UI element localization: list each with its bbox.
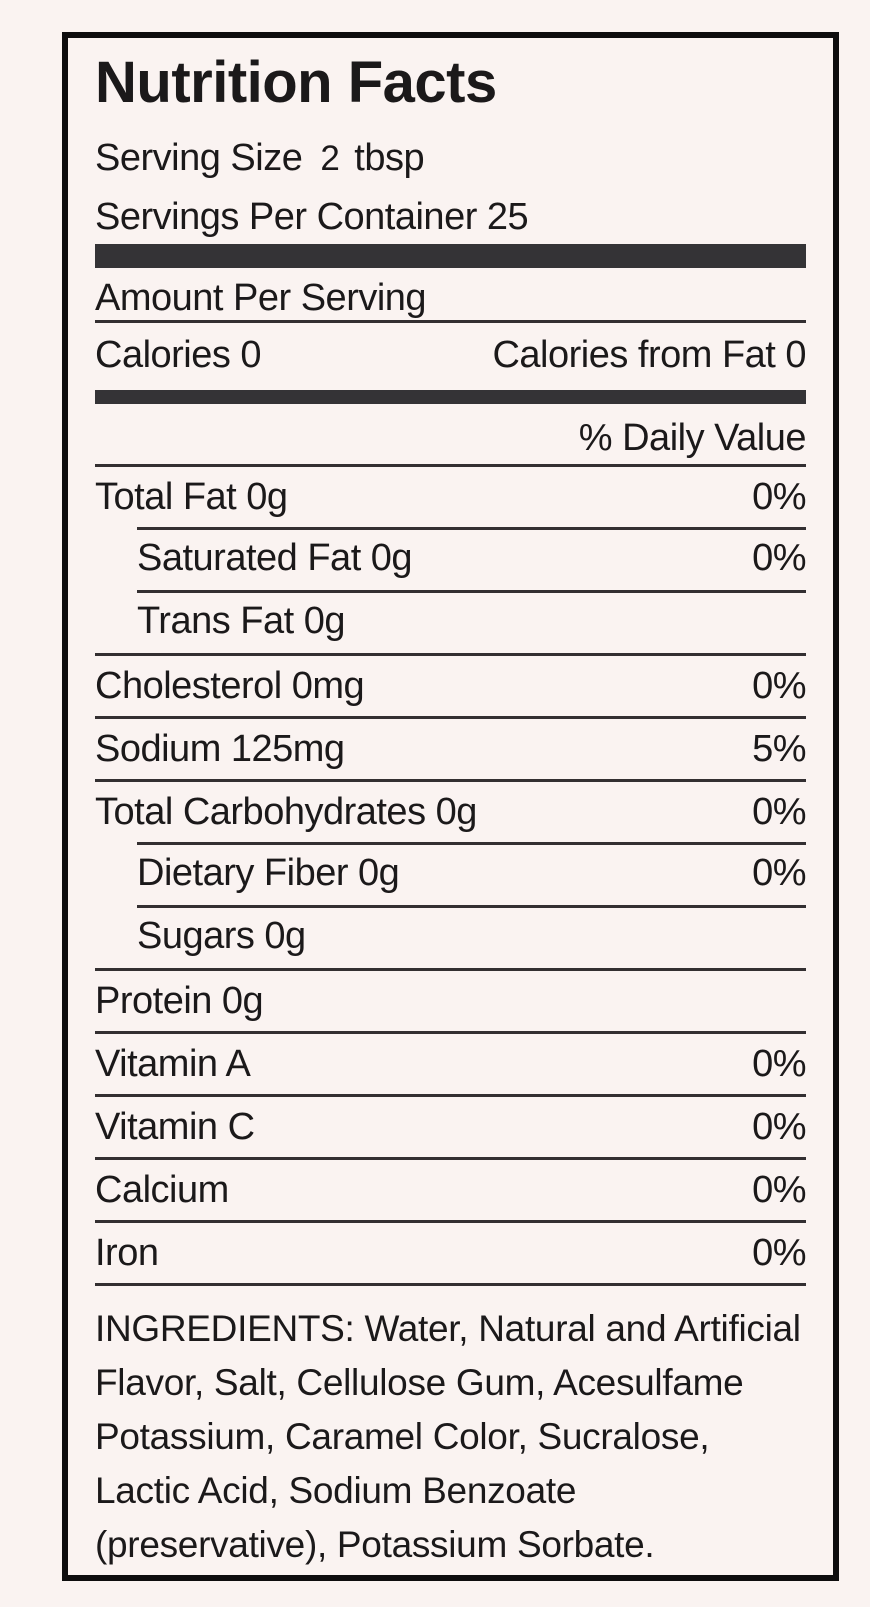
nutrient-rows: Total Fat 0g 0% Saturated Fat 0g 0% Tran… [95, 464, 806, 1283]
rule [95, 320, 806, 323]
nutrient-dv: 0% [752, 475, 806, 518]
nutrient-name-group: Iron [95, 1231, 159, 1275]
nutrient-name-group: Sodium 125mg [95, 728, 345, 771]
serving-size-label: Serving Size [95, 137, 303, 179]
nutrient-name-group: Cholesterol 0mg [95, 664, 365, 708]
nutrient-dv: 0% [752, 537, 806, 579]
nutrient-row: Total Fat 0g 0% [95, 464, 806, 527]
nutrient-name-group: Vitamin A [95, 1042, 251, 1086]
nutrient-dv: 0% [752, 1168, 806, 1211]
nutrient-row: Vitamin C 0% [95, 1094, 806, 1157]
nutrient-name-group: Dietary Fiber 0g [137, 852, 400, 895]
nutrient-amount: 0g [264, 915, 306, 957]
nutrient-name-group: Total Carbohydrates 0g [95, 791, 477, 834]
nutrient-row: Calcium 0% [95, 1157, 806, 1220]
nutrient-amount: 0g [246, 475, 288, 518]
amount-per-serving-heading: Amount Per Serving [95, 277, 427, 319]
nutrient-name: Total Carbohydrates [95, 790, 426, 833]
ingredients-text: INGREDIENTS: Water, Natural and Artifici… [95, 1308, 801, 1565]
nutrient-amount: 0g [435, 790, 478, 833]
nutrient-row: Vitamin A 0% [95, 1031, 806, 1094]
nutrient-name: Calcium [95, 1168, 229, 1211]
calories-from-fat-group: Calories from Fat 0 [492, 335, 806, 375]
rule [95, 1283, 806, 1286]
nutrient-name: Vitamin A [95, 1042, 251, 1085]
calories-row: Calories 0 Calories from Fat 0 [95, 323, 806, 390]
servings-per-container-row: Servings Per Container 25 [95, 196, 806, 238]
nutrient-dv: 0% [752, 1042, 806, 1085]
nutrient-dv: 0% [752, 790, 806, 833]
header-separator-bar [95, 244, 806, 268]
calories-from-fat-value: 0 [785, 334, 806, 376]
nutrient-row: Protein 0g [95, 968, 806, 1031]
nutrient-row: Iron 0% [95, 1220, 806, 1283]
serving-size-value: 2 [320, 139, 340, 178]
label-title: Nutrition Facts [95, 50, 497, 115]
nutrient-amount: 0g [358, 852, 400, 894]
nutrient-amount: 0g [221, 979, 264, 1022]
nutrient-name-group: Total Fat 0g [95, 476, 288, 519]
nutrient-dv: 0% [752, 664, 806, 707]
nutrient-row: Sodium 125mg 5% [95, 716, 806, 779]
nutrient-name: Trans Fat [137, 600, 294, 642]
daily-value-heading: % Daily Value [578, 417, 807, 459]
nutrient-name-group: Trans Fat 0g [137, 600, 345, 643]
servings-per-container-value: 25 [486, 196, 529, 238]
nutrient-name: Cholesterol [95, 664, 282, 707]
nutrition-facts-label: Nutrition Facts Serving Size 2 tbsp Serv… [62, 32, 839, 1581]
nutrient-name-group: Vitamin C [95, 1106, 255, 1149]
nutrient-name: Sodium [95, 727, 221, 770]
nutrient-row: Saturated Fat 0g 0% [95, 527, 806, 590]
calories-label: Calories [95, 334, 231, 376]
nutrient-name-group: Calcium [95, 1169, 229, 1212]
nutrient-name-group: Protein 0g [95, 979, 264, 1023]
nutrient-name: Sugars [137, 915, 255, 957]
nutrient-name-group: Saturated Fat 0g [137, 537, 413, 580]
nutrient-amount: 125mg [230, 727, 345, 770]
servings-per-container-label: Servings Per Container [95, 196, 477, 238]
nutrient-dv: 0% [752, 852, 806, 894]
nutrient-row: Total Carbohydrates 0g 0% [95, 779, 806, 842]
nutrient-dv: 0% [752, 1105, 806, 1148]
calories-separator-bar [95, 390, 806, 404]
nutrient-dv: 5% [752, 727, 806, 770]
serving-size-row: Serving Size 2 tbsp [95, 137, 806, 180]
calories-from-fat-label: Calories from Fat [492, 334, 776, 376]
serving-size-unit: tbsp [354, 137, 425, 179]
nutrient-dv: 0% [752, 1231, 806, 1274]
nutrient-name: Total Fat [95, 475, 237, 518]
nutrient-name: Iron [95, 1231, 159, 1274]
nutrient-name-group: Sugars 0g [137, 915, 306, 958]
nutrient-amount: 0mg [291, 664, 365, 707]
nutrient-name: Saturated Fat [137, 537, 361, 579]
nutrient-row: Sugars 0g [95, 905, 806, 968]
nutrient-amount: 0g [370, 537, 413, 579]
nutrient-row: Dietary Fiber 0g 0% [95, 842, 806, 905]
nutrient-row: Cholesterol 0mg 0% [95, 653, 806, 716]
calories-group: Calories 0 [95, 334, 262, 376]
nutrient-name: Dietary Fiber [137, 852, 349, 894]
nutrient-name: Protein [95, 979, 212, 1022]
nutrient-row: Trans Fat 0g [95, 590, 806, 653]
nutrient-name: Vitamin C [95, 1105, 255, 1148]
nutrient-amount: 0g [303, 600, 346, 642]
calories-value: 0 [240, 334, 262, 376]
